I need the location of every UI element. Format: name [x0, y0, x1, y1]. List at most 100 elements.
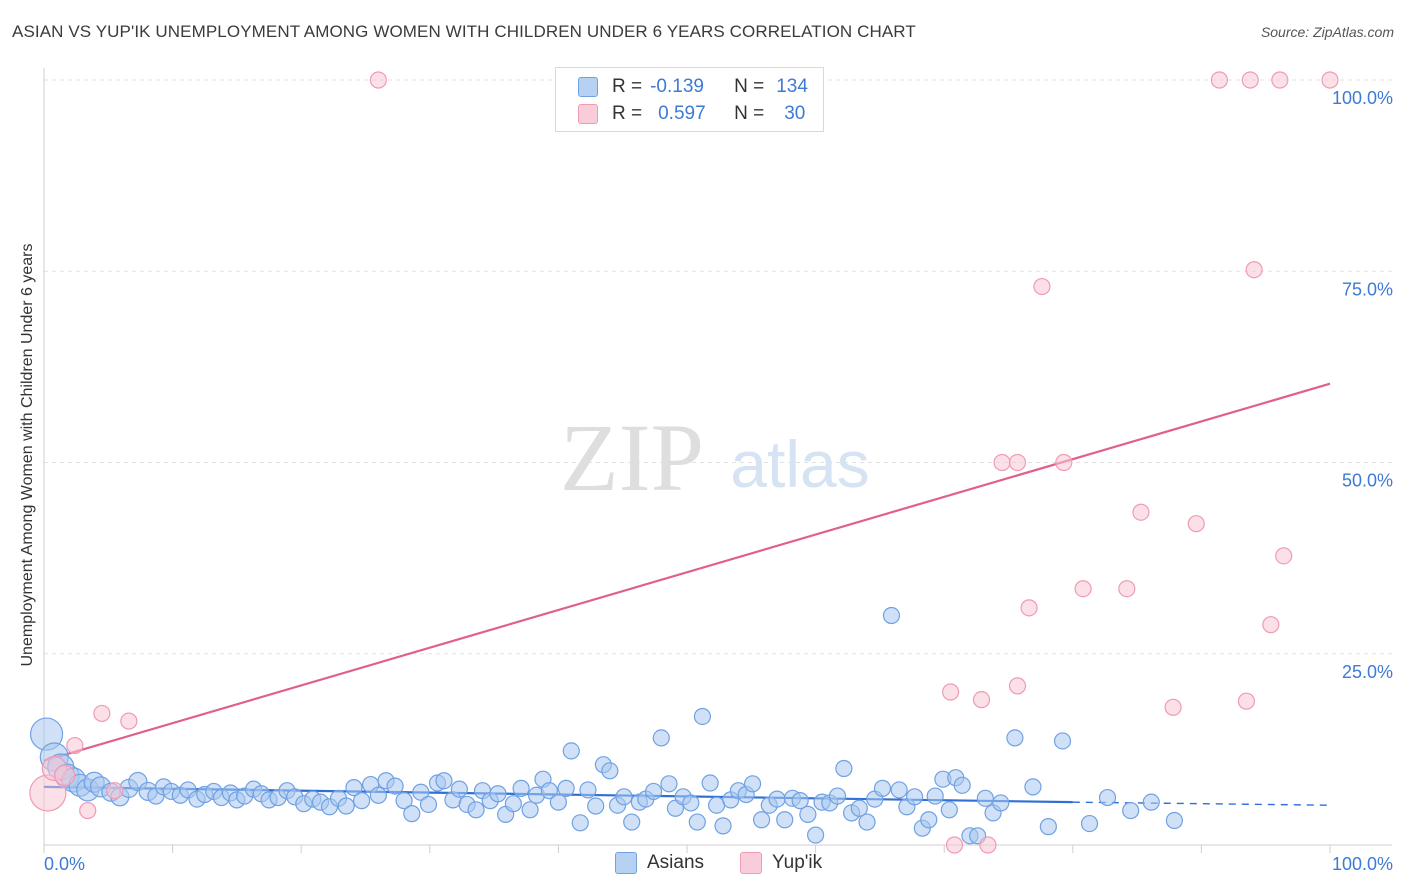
trend-line-asians-extension: [1072, 801, 1331, 806]
legend-n-label: N =: [734, 103, 765, 124]
legend-item-yupik[interactable]: Yup'ik: [740, 852, 822, 874]
data-point: [1164, 698, 1182, 716]
data-point: [942, 683, 960, 701]
legend-n-label: N =: [734, 76, 765, 97]
chart-title: ASIAN VS YUP'IK UNEMPLOYMENT AMONG WOMEN…: [12, 22, 916, 41]
data-point: [743, 775, 762, 793]
data-point: [1055, 453, 1073, 472]
data-point: [504, 795, 522, 813]
series-legend: Asians Yup'ik: [0, 852, 1406, 878]
data-point: [1271, 71, 1289, 89]
data-point: [1039, 818, 1057, 836]
watermark-zip: ZIP: [560, 404, 704, 511]
data-point: [386, 777, 404, 795]
grid-lines: [44, 79, 1392, 655]
data-point: [615, 788, 633, 806]
tick-labels: 25.0% 50.0% 75.0% 100.0% 0.0% 100.0%: [44, 88, 1393, 874]
data-point: [369, 786, 387, 804]
data-point: [93, 704, 111, 723]
data-point: [587, 797, 605, 815]
data-point: [979, 836, 997, 854]
data-point: [79, 801, 97, 820]
data-point: [993, 453, 1011, 472]
data-points: [29, 71, 1339, 854]
data-point: [1275, 547, 1293, 565]
data-point: [1210, 71, 1229, 89]
data-point: [714, 817, 732, 835]
data-point: [1132, 503, 1150, 521]
data-point: [1187, 515, 1205, 533]
data-point: [489, 785, 507, 803]
series-asians: [29, 606, 1183, 845]
data-point: [419, 795, 438, 814]
data-point: [623, 813, 641, 831]
x-tick-label: 100.0%: [1332, 854, 1393, 874]
data-point: [776, 811, 794, 829]
data-point: [1080, 814, 1099, 833]
data-point: [1020, 599, 1038, 617]
data-point: [412, 783, 430, 801]
data-point: [450, 780, 468, 798]
legend-swatch-asians: [615, 852, 637, 874]
data-point: [1074, 580, 1092, 598]
data-point: [858, 813, 876, 831]
data-point: [66, 736, 84, 755]
data-point: [920, 811, 938, 829]
data-point: [1008, 677, 1027, 695]
legend-row-yupik: R = 0.597 N = 30: [578, 101, 805, 127]
data-point: [435, 772, 453, 790]
data-point: [799, 805, 817, 824]
legend-label-asians: Asians: [647, 852, 705, 873]
data-point: [1142, 793, 1160, 811]
x-tick-label: 0.0%: [44, 854, 85, 874]
data-point: [601, 762, 619, 780]
series-yupik: [29, 71, 1339, 854]
legend-label-yupik: Yup'ik: [772, 852, 823, 873]
data-point: [644, 782, 663, 801]
data-point: [660, 775, 678, 793]
data-point: [106, 782, 124, 800]
data-point: [512, 779, 530, 797]
data-point: [1098, 788, 1117, 807]
data-point: [688, 813, 706, 831]
watermark: ZIP atlas: [560, 404, 870, 511]
data-point: [940, 801, 958, 819]
data-point: [752, 811, 771, 829]
data-point: [369, 71, 387, 89]
data-point: [652, 729, 670, 747]
data-point: [873, 779, 892, 797]
data-point: [806, 826, 825, 844]
data-point: [467, 801, 485, 819]
data-point: [972, 691, 991, 709]
data-point: [395, 792, 413, 810]
legend-r-value: 0.597: [658, 103, 706, 124]
data-point: [571, 814, 589, 832]
data-point: [682, 794, 700, 812]
data-point: [1262, 616, 1280, 634]
legend-r-value: -0.139: [650, 76, 704, 97]
data-point: [882, 606, 901, 625]
data-point: [1122, 801, 1140, 820]
y-tick-label: 75.0%: [1342, 279, 1393, 299]
data-point: [1237, 692, 1256, 710]
data-point: [835, 759, 853, 778]
data-point: [1118, 580, 1136, 598]
data-point: [579, 781, 597, 799]
legend-item-asians[interactable]: Asians: [615, 852, 704, 874]
legend-row-asians: R = -0.139 N = 134: [578, 74, 808, 100]
data-point: [768, 790, 786, 808]
legend-swatch-asians: [578, 77, 598, 97]
axes: [43, 68, 1392, 853]
data-point: [549, 793, 568, 811]
data-point: [791, 792, 809, 810]
data-point: [540, 782, 558, 800]
data-point: [953, 776, 971, 794]
data-point: [1006, 729, 1024, 747]
data-point: [353, 792, 371, 810]
data-point: [906, 788, 924, 806]
data-point: [120, 712, 138, 730]
data-point: [345, 779, 363, 797]
data-point: [562, 742, 580, 760]
source-credit: Source: ZipAtlas.com: [1260, 24, 1394, 40]
